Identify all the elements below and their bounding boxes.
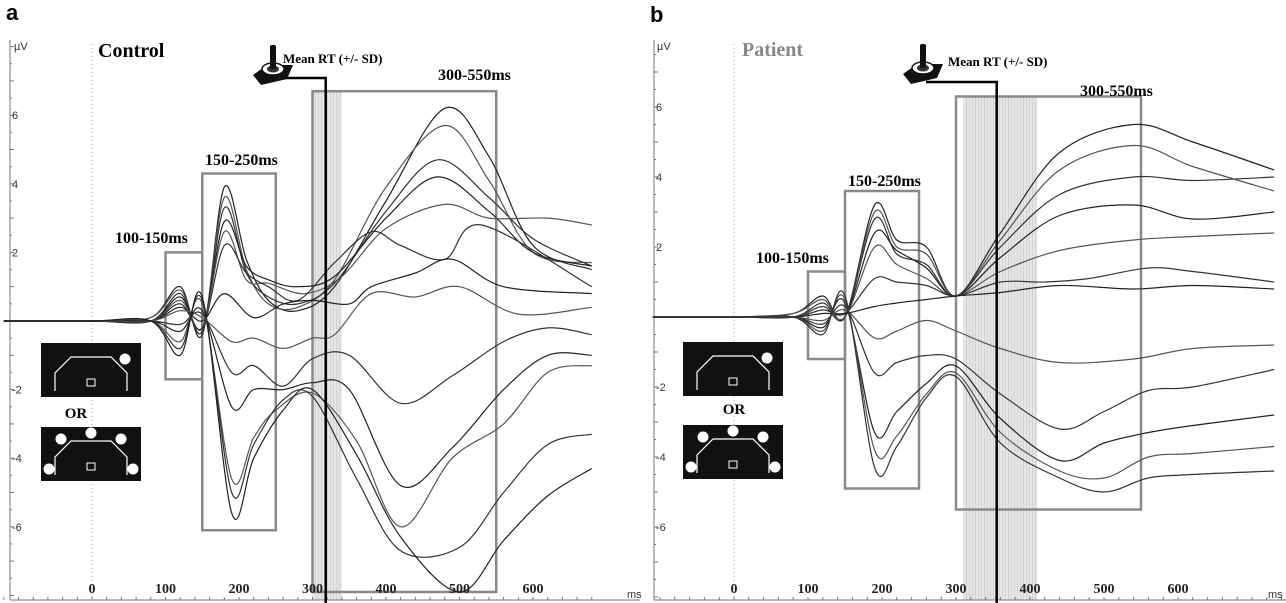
erp-waveform: [652, 204, 1275, 322]
analysis-window-label: 300-550ms: [1080, 83, 1153, 100]
y-tick-label: 6: [12, 110, 18, 122]
y-tick-label: -6: [656, 522, 666, 534]
y-tick-label: 2: [656, 242, 662, 254]
analysis-window-box: [164, 251, 204, 381]
background-layer: [3, 40, 640, 601]
group-label: Control: [98, 40, 165, 62]
x-tick-label: 200: [872, 582, 893, 597]
panel-letter: b: [650, 2, 663, 27]
x-tick-label: 100: [798, 582, 819, 597]
erp-waveform: [3, 294, 592, 558]
erp-waveform: [3, 307, 592, 489]
joystick-icon: [253, 45, 293, 85]
y-tick-label: 4: [12, 179, 18, 191]
analysis-window-box: [311, 89, 498, 594]
y-tick-label: -4: [656, 452, 666, 464]
y-tick-label: 4: [656, 172, 662, 184]
rt-mean-line: [276, 76, 327, 603]
y-unit-label: µV: [657, 41, 671, 53]
y-unit-label: µV: [14, 41, 28, 53]
analysis-window-box: [843, 189, 921, 490]
y-tick-label: 6: [656, 102, 662, 114]
background-layer: [653, 40, 1286, 601]
x-tick-label: 600: [523, 582, 544, 597]
x-tick-label: 0: [731, 582, 738, 597]
panel-letter: a: [6, 0, 19, 25]
group-label: Patient: [742, 39, 803, 61]
y-tick-label: -4: [12, 453, 22, 465]
x-tick-label: 600: [1168, 582, 1189, 597]
x-tick-label: 100: [155, 582, 176, 597]
stimulus-array-all-icon: [41, 427, 141, 481]
analysis-window-label: 100-150ms: [756, 250, 829, 267]
panel-b-patient: b µV ms Patient Mean RT (+/- SD) OR 6 4 2 -2 -4 -6 0…: [650, 2, 1286, 603]
analysis-window-box: [201, 172, 277, 532]
panel-a-control: a µV ms Control Mean RT (+/- SD) OR 6 4 2 -2 -4 -6 0…: [3, 0, 642, 603]
x-tick-label: 500: [449, 582, 470, 597]
erp-waveform: [652, 298, 1275, 462]
or-label: OR: [723, 402, 746, 418]
x-tick-label: 300: [302, 582, 323, 597]
or-label: OR: [65, 406, 88, 422]
analysis-window-label: 100-150ms: [115, 230, 188, 247]
x-tick-label: 300: [946, 582, 967, 597]
erp-waveform: [652, 144, 1275, 322]
x-tick-label: 500: [1094, 582, 1115, 597]
stimulus-array-single-icon: [41, 343, 141, 397]
erp-waveform: [652, 284, 1275, 318]
stimulus-array-single-icon: [683, 342, 783, 396]
erp-waveform: [3, 291, 593, 593]
erp-waveform: [3, 159, 593, 335]
erp-waveform: [652, 290, 1275, 493]
rt-sd-band: [312, 91, 342, 600]
erp-waveform: [652, 175, 1275, 322]
x-tick-label: 400: [376, 582, 397, 597]
erp-waveform: [3, 106, 593, 339]
y-tick-label: -2: [12, 385, 22, 397]
x-unit-label: ms: [627, 589, 642, 601]
stimulus-array-all-icon: [683, 425, 783, 479]
erp-waveform: [3, 311, 592, 405]
analysis-window-label: 300-550ms: [438, 67, 511, 84]
erp-waveform: [652, 294, 1275, 480]
rt-mean-line: [926, 80, 998, 603]
x-tick-label: 400: [1020, 582, 1041, 597]
erp-waveform: [3, 124, 592, 335]
analysis-window-box: [954, 95, 1143, 511]
analysis-window-label: 150-250ms: [848, 173, 921, 190]
erp-waveform: [3, 285, 592, 350]
y-tick-label: -2: [656, 382, 666, 394]
x-tick-label: 200: [229, 582, 250, 597]
x-unit-label: ms: [1268, 589, 1283, 601]
x-tick-label: 0: [89, 582, 96, 597]
y-tick-label: -6: [12, 522, 22, 534]
y-tick-label: 2: [12, 247, 18, 259]
erp-waveform: [652, 232, 1275, 321]
joystick-icon: [903, 44, 943, 84]
rt-label: Mean RT (+/- SD): [283, 51, 383, 66]
analysis-window-label: 150-250ms: [205, 152, 278, 169]
rt-label: Mean RT (+/- SD): [948, 54, 1048, 69]
